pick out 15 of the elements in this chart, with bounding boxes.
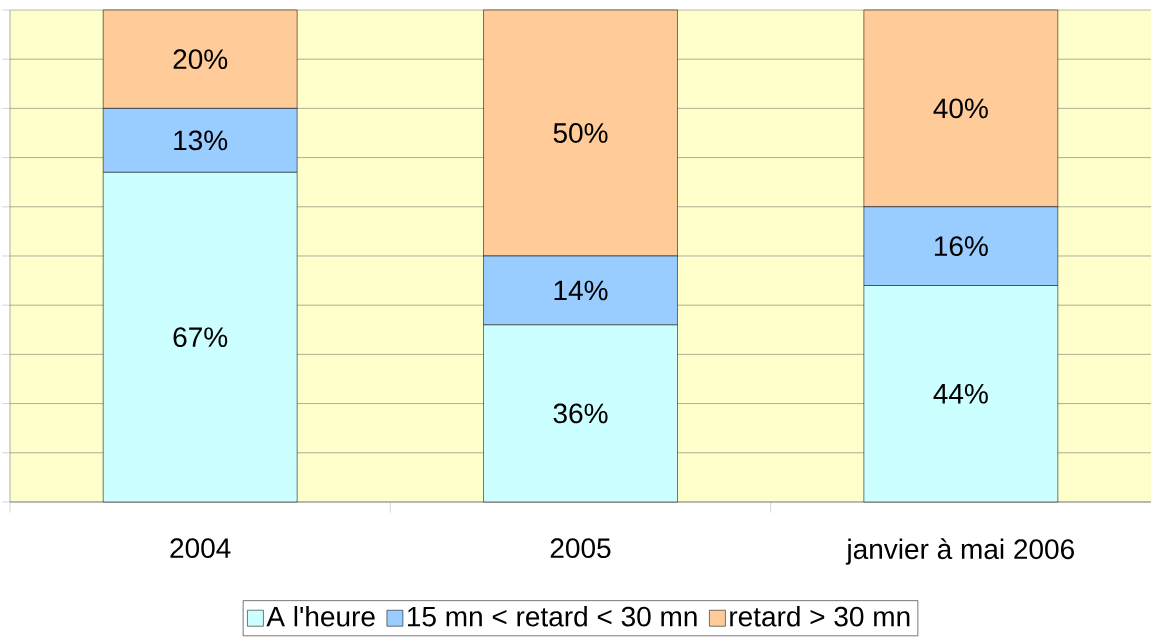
data-label: 16%: [934, 236, 988, 257]
data-label: 50%: [553, 123, 608, 143]
x-tick-label: janvier à mai 2006: [845, 538, 1074, 565]
data-label: 40%: [933, 98, 988, 119]
legend-label: A l'heure: [266, 605, 375, 627]
x-tick-label: 2004: [170, 538, 231, 559]
data-label: 36%: [553, 403, 608, 424]
legend-label: 15 mn < retard < 30 mn: [407, 605, 697, 627]
data-label: 67%: [173, 327, 228, 348]
data-label: 13%: [174, 130, 228, 151]
x-tick-label: 2005: [550, 538, 611, 559]
data-label: 20%: [173, 49, 228, 70]
data-label: 14%: [554, 280, 608, 301]
data-label: 44%: [933, 383, 988, 404]
legend-label: retard > 30 mn: [730, 605, 910, 627]
